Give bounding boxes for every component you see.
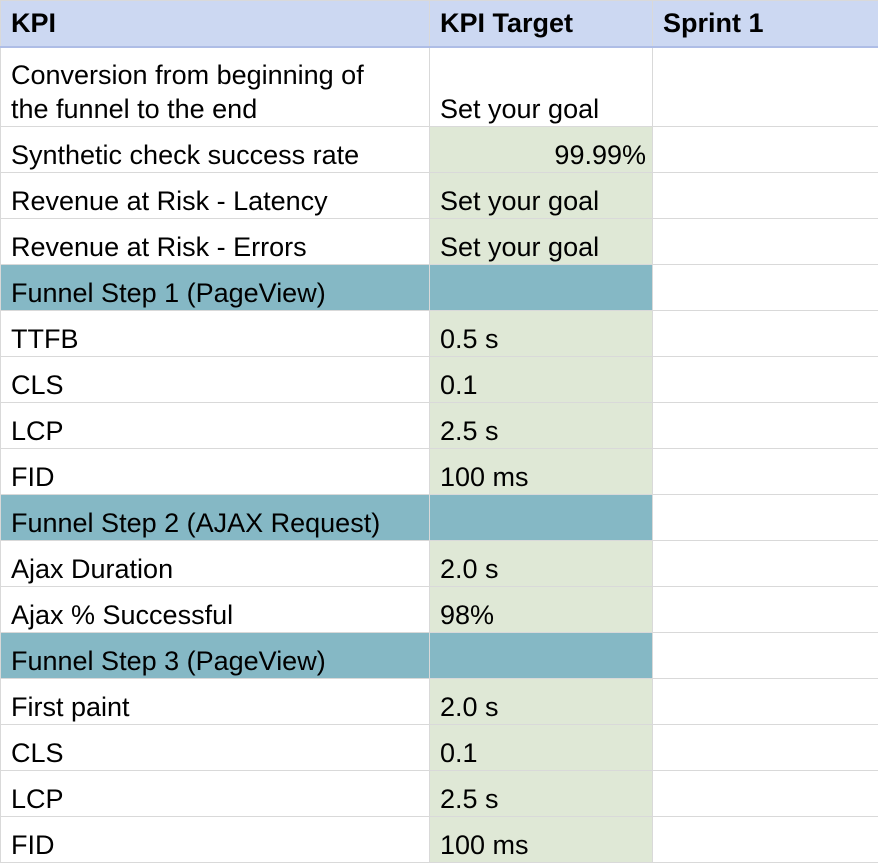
latency-row: Revenue at Risk - Latency Set your goal [0,172,878,219]
metric-label-cell[interactable]: FID [0,816,430,863]
funnel-step-3-sprint-cell[interactable] [652,632,878,679]
metric-label-cell[interactable]: LCP [0,402,430,449]
funnel-step-3-title-cell[interactable]: Funnel Step 3 (PageView) [0,632,430,679]
conversion-sprint-cell[interactable] [652,46,878,127]
table-row: CLS 0.1 [0,724,878,771]
metric-target-cell[interactable]: 2.5 s [429,402,653,449]
errors-target-cell[interactable]: Set your goal [429,218,653,265]
synthetic-label-cell[interactable]: Synthetic check success rate [0,126,430,173]
metric-sprint-cell[interactable] [652,678,878,725]
metric-target-cell[interactable]: 2.0 s [429,540,653,587]
metric-label-cell[interactable]: First paint [0,678,430,725]
errors-label-cell[interactable]: Revenue at Risk - Errors [0,218,430,265]
metric-target-cell[interactable]: 100 ms [429,448,653,495]
metric-label-cell[interactable]: Ajax % Successful [0,586,430,633]
table-row: LCP 2.5 s [0,402,878,449]
funnel-step-2-target-cell[interactable] [429,494,653,541]
metric-label-cell[interactable]: LCP [0,770,430,817]
metric-sprint-cell[interactable] [652,770,878,817]
table-row: Ajax Duration 2.0 s [0,540,878,587]
metric-target-cell[interactable]: 2.5 s [429,770,653,817]
synthetic-sprint-cell[interactable] [652,126,878,173]
metric-label-cell[interactable]: Ajax Duration [0,540,430,587]
funnel-step-3-target-cell[interactable] [429,632,653,679]
header-sprint-1-cell[interactable]: Sprint 1 [652,0,878,48]
metric-label-cell[interactable]: CLS [0,724,430,771]
metric-sprint-cell[interactable] [652,724,878,771]
table-row: CLS 0.1 [0,356,878,403]
header-kpi-cell[interactable]: KPI [0,0,430,48]
synthetic-target-cell[interactable]: 99.99% [429,126,653,173]
conversion-label-line-1: Conversion from beginning of [11,60,364,90]
metric-label-cell[interactable]: FID [0,448,430,495]
metric-target-cell[interactable]: 0.1 [429,724,653,771]
metric-label-cell[interactable]: CLS [0,356,430,403]
synthetic-row: Synthetic check success rate 99.99% [0,126,878,173]
funnel-step-3-section-row: Funnel Step 3 (PageView) [0,632,878,679]
conversion-label-line-2: the funnel to the end [11,94,258,124]
latency-label-cell[interactable]: Revenue at Risk - Latency [0,172,430,219]
metric-target-cell[interactable]: 2.0 s [429,678,653,725]
header-kpi-target-cell[interactable]: KPI Target [429,0,653,48]
metric-target-cell[interactable]: 98% [429,586,653,633]
errors-sprint-cell[interactable] [652,218,878,265]
latency-target-cell[interactable]: Set your goal [429,172,653,219]
funnel-step-2-title-cell[interactable]: Funnel Step 2 (AJAX Request) [0,494,430,541]
funnel-step-1-sprint-cell[interactable] [652,264,878,311]
metric-target-cell[interactable]: 0.1 [429,356,653,403]
metric-label-cell[interactable]: TTFB [0,310,430,357]
table-row: FID 100 ms [0,448,878,495]
metric-target-cell[interactable]: 0.5 s [429,310,653,357]
funnel-step-1-target-cell[interactable] [429,264,653,311]
funnel-step-2-sprint-cell[interactable] [652,494,878,541]
metric-sprint-cell[interactable] [652,356,878,403]
metric-sprint-cell[interactable] [652,402,878,449]
funnel-step-1-title-cell[interactable]: Funnel Step 1 (PageView) [0,264,430,311]
table-row: Ajax % Successful 98% [0,586,878,633]
table-row: FID 100 ms [0,816,878,863]
metric-sprint-cell[interactable] [652,816,878,863]
table-row: First paint 2.0 s [0,678,878,725]
metric-sprint-cell[interactable] [652,448,878,495]
conversion-label-cell[interactable]: Conversion from beginning of the funnel … [0,46,430,127]
funnel-step-2-section-row: Funnel Step 2 (AJAX Request) [0,494,878,541]
metric-sprint-cell[interactable] [652,586,878,633]
table-row: TTFB 0.5 s [0,310,878,357]
table-row: LCP 2.5 s [0,770,878,817]
funnel-step-1-section-row: Funnel Step 1 (PageView) [0,264,878,311]
latency-sprint-cell[interactable] [652,172,878,219]
conversion-target-cell[interactable]: Set your goal [429,46,653,127]
metric-sprint-cell[interactable] [652,540,878,587]
errors-row: Revenue at Risk - Errors Set your goal [0,218,878,265]
conversion-row: Conversion from beginning of the funnel … [0,46,878,127]
metric-sprint-cell[interactable] [652,310,878,357]
header-row: KPI KPI Target Sprint 1 [0,0,878,48]
metric-target-cell[interactable]: 100 ms [429,816,653,863]
